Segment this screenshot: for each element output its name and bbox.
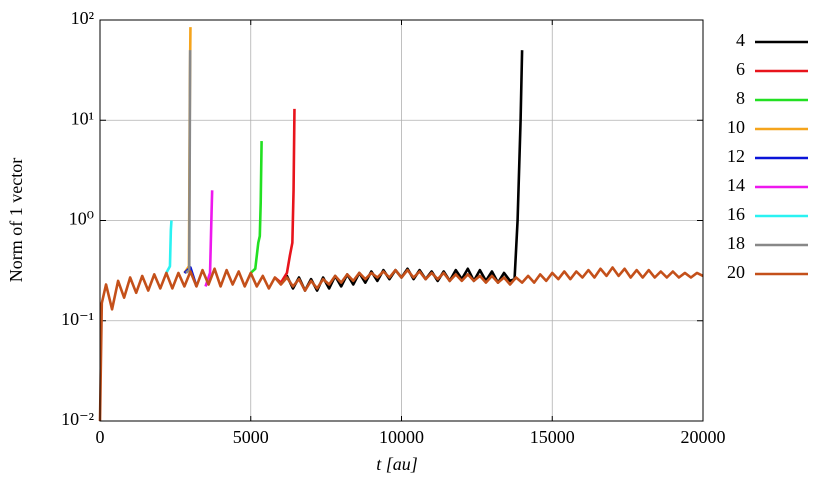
series-line (249, 141, 263, 274)
x-tick-label: 0 (96, 427, 105, 447)
x-axis-label: t [au] (376, 454, 418, 474)
y-axis-label: Norm of 1 vector (6, 158, 26, 282)
series-line (98, 266, 704, 422)
legend-label: 6 (736, 59, 745, 79)
legend-label: 18 (727, 233, 745, 253)
plot-frame (99, 19, 704, 422)
series-line (165, 220, 173, 274)
series-line (279, 50, 524, 292)
x-tick-label: 15000 (530, 427, 575, 447)
legend-label: 12 (727, 146, 745, 166)
x-tick-label: 20000 (681, 427, 726, 447)
series-line (185, 50, 192, 274)
y-tick-label: 10⁻² (61, 409, 94, 429)
legend-label: 14 (727, 175, 745, 195)
x-tick-label: 5000 (233, 427, 269, 447)
y-tick-label: 10² (71, 8, 94, 28)
legend-label: 8 (736, 88, 745, 108)
legend-label: 16 (727, 204, 745, 224)
legend-label: 10 (727, 117, 745, 137)
y-tick-label: 10⁰ (69, 209, 94, 229)
series-line (274, 108, 296, 284)
x-tick-label: 10000 (379, 427, 424, 447)
legend-label: 20 (727, 262, 745, 282)
series-line (204, 190, 214, 287)
legend-label: 4 (736, 30, 745, 50)
y-tick-label: 10⁻¹ (61, 309, 94, 329)
y-tick-label: 10¹ (71, 108, 94, 128)
